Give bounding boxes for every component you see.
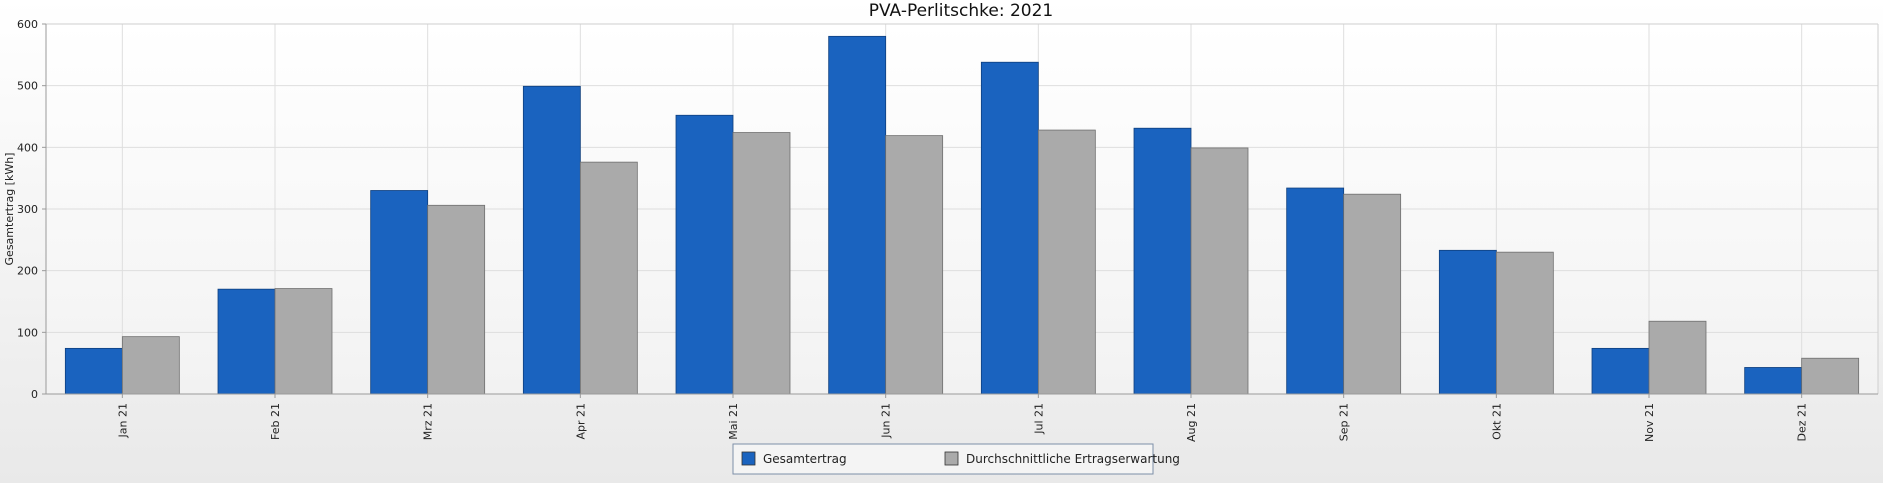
legend-label-gesamtertrag: Gesamtertrag xyxy=(763,452,847,466)
bar-gesamtertrag xyxy=(1591,347,1650,395)
legend: Gesamtertrag Durchschnittliche Ertragser… xyxy=(732,443,1180,475)
bar-ertragserwartung xyxy=(1648,320,1707,395)
y-axis-label: Gesamtertrag [kWh] xyxy=(3,153,16,266)
x-tick-label: Jun 21 xyxy=(880,403,893,439)
bar-gesamtertrag xyxy=(1133,127,1192,395)
x-tick-label: Jan 21 xyxy=(116,403,129,438)
bars xyxy=(64,35,1860,395)
bar-gesamtertrag xyxy=(64,347,123,395)
bar-gesamtertrag xyxy=(675,114,734,395)
legend-swatch-ertragserwartung xyxy=(944,451,959,466)
y-tick-label: 300 xyxy=(17,203,38,216)
y-tick-label: 500 xyxy=(17,80,38,93)
legend-label-ertragserwartung: Durchschnittliche Ertragserwartung xyxy=(966,452,1180,466)
y-tick-label: 100 xyxy=(17,326,38,339)
x-tick-label: Okt 21 xyxy=(1490,403,1503,440)
bar-ertragserwartung xyxy=(121,336,180,395)
x-tick-label: Sep 21 xyxy=(1338,403,1351,441)
bar-gesamtertrag xyxy=(980,61,1039,395)
x-tick-label: Jul 21 xyxy=(1032,403,1045,435)
x-tick-labels: Jan 21 Feb 21 Mrz 21 Apr 21 Mai 21 Jun 21 Jul … xyxy=(116,394,1809,442)
bar-ertragserwartung xyxy=(274,288,333,395)
bar-ertragserwartung xyxy=(885,135,944,395)
bar-ertragserwartung xyxy=(1495,251,1554,395)
bar-ertragserwartung xyxy=(1343,193,1402,395)
bar-gesamtertrag xyxy=(1744,367,1803,395)
bar-ertragserwartung xyxy=(1037,129,1096,395)
y-tick-label: 0 xyxy=(31,388,38,401)
bar-ertragserwartung xyxy=(732,132,791,395)
x-tick-label: Nov 21 xyxy=(1643,403,1656,442)
y-tick-labels: 0 100 200 300 400 500 600 xyxy=(17,18,46,401)
bar-ertragserwartung xyxy=(1801,357,1860,395)
y-tick-label: 200 xyxy=(17,265,38,278)
legend-box xyxy=(732,443,1154,475)
y-tick-label: 400 xyxy=(17,141,38,154)
x-tick-label: Feb 21 xyxy=(269,403,282,440)
y-tick-label: 600 xyxy=(17,18,38,31)
bar-ertragserwartung xyxy=(427,204,486,395)
x-tick-label: Mrz 21 xyxy=(422,403,435,440)
x-tick-label: Mai 21 xyxy=(727,403,740,440)
bar-gesamtertrag xyxy=(828,35,887,395)
chart-title: PVA-Perlitschke: 2021 xyxy=(869,1,1053,21)
bar-gesamtertrag xyxy=(522,85,581,395)
bar-gesamtertrag xyxy=(217,288,276,395)
bar-gesamtertrag xyxy=(1438,249,1497,395)
x-tick-label: Dez 21 xyxy=(1796,403,1809,442)
legend-swatch-gesamtertrag xyxy=(741,451,756,466)
bar-gesamtertrag xyxy=(1286,187,1345,395)
bar-ertragserwartung xyxy=(579,161,638,395)
bar-gesamtertrag xyxy=(370,190,429,395)
bar-ertragserwartung xyxy=(1190,147,1249,395)
x-tick-label: Apr 21 xyxy=(574,403,587,440)
x-tick-label: Aug 21 xyxy=(1185,403,1198,442)
